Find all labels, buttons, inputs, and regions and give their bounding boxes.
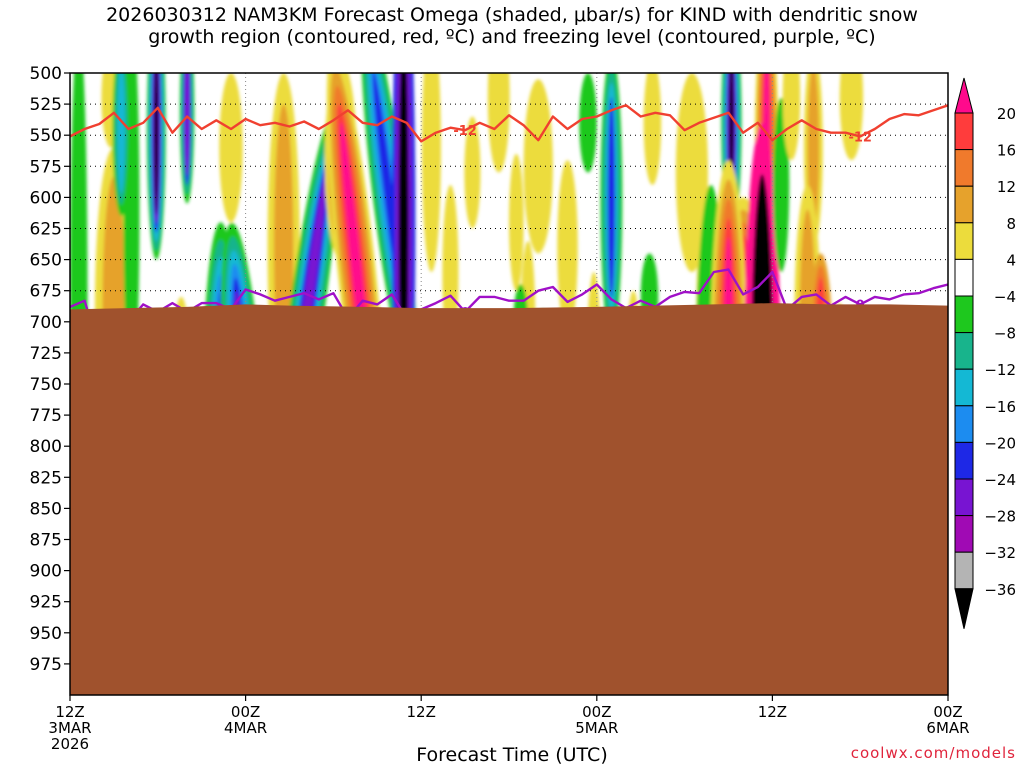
chart-title-line-1: 2026030312 NAM3KM Forecast Omega (shaded… xyxy=(106,4,918,26)
colorbar-swatch-1 xyxy=(954,112,974,151)
x-tick-label-0-2: 2026 xyxy=(51,735,89,753)
x-tick-label-0-0: 12Z xyxy=(55,703,84,721)
dendritic-snow-growth-minus12-label-1: -12 xyxy=(453,124,477,139)
y-tick-label-825: 825 xyxy=(30,468,62,488)
colorbar-label-5: −4 xyxy=(994,288,1016,306)
omega-cell-67 xyxy=(487,73,510,173)
y-tick-label-600: 600 xyxy=(30,188,62,208)
y-tick-label-850: 850 xyxy=(30,499,62,519)
y-tick-label-550: 550 xyxy=(30,126,62,146)
x-tick-label-12-0: 00Z xyxy=(231,703,260,721)
x-tick-label-36-1: 5MAR xyxy=(575,719,618,737)
y-tick-label-675: 675 xyxy=(30,282,62,302)
colorbar-swatch-3 xyxy=(954,185,974,224)
colorbar-label-9: −20 xyxy=(984,434,1016,452)
colorbar-swatch-4 xyxy=(954,222,974,260)
colorbar-label-13: −36 xyxy=(984,581,1016,599)
omega-cell-66 xyxy=(464,116,481,229)
y-tick-label-625: 625 xyxy=(30,220,62,240)
y-tick-label-975: 975 xyxy=(30,655,62,675)
y-tick-label-900: 900 xyxy=(30,562,62,582)
terrain-ground xyxy=(70,303,948,695)
x-tick-label-60-0: 00Z xyxy=(933,703,962,721)
omega-cell-79 xyxy=(579,73,597,173)
x-tick-label-12-1: 4MAR xyxy=(224,719,267,737)
colorbar-swatch-5 xyxy=(954,258,974,297)
y-tick-label-525: 525 xyxy=(30,95,62,115)
omega-cell-14 xyxy=(154,73,159,215)
dendritic-snow-growth-minus12-label-2: -12 xyxy=(848,130,872,145)
colorbar: 20 16 12 8 4 −4 −8 −12 −16 −20 −24 −28 −32 −36 xyxy=(954,77,1016,629)
colorbar-label-10: −24 xyxy=(984,471,1016,489)
x-tick-label-60-1: 6MAR xyxy=(926,719,969,737)
colorbar-swatch-6 xyxy=(954,295,974,334)
x-tick-label-24-0: 12Z xyxy=(407,703,436,721)
x-tick-label-48-0: 12Z xyxy=(758,703,787,721)
colorbar-swatch-9 xyxy=(954,405,974,443)
colorbar-bottom-arrow xyxy=(954,588,974,629)
y-tick-label-875: 875 xyxy=(30,531,62,551)
colorbar-top-arrow xyxy=(954,77,974,114)
colorbar-label-3: 8 xyxy=(1006,215,1016,233)
y-axis: 500 525 550 575 600 625 650 675 700 725 750 775 800 8… xyxy=(30,64,70,675)
y-tick-label-500: 500 xyxy=(30,64,62,84)
colorbar-label-12: −32 xyxy=(984,544,1016,562)
y-tick-label-650: 650 xyxy=(30,251,62,271)
colorbar-swatch-7 xyxy=(954,332,974,370)
colorbar-swatch-13 xyxy=(954,551,974,590)
dendritic-snow-growth-minus12-line xyxy=(70,104,948,143)
omega-cell-112 xyxy=(782,73,801,161)
freezing-level-0-line xyxy=(70,268,948,352)
chart-title: 2026030312 NAM3KM Forecast Omega (shaded… xyxy=(0,4,1024,48)
y-tick-label-750: 750 xyxy=(30,375,62,395)
y-tick-label-775: 775 xyxy=(30,406,62,426)
y-tick-label-925: 925 xyxy=(30,593,62,613)
x-tick-label-0-1: 3MAR xyxy=(48,719,91,737)
y-tick-label-575: 575 xyxy=(30,157,62,177)
omega-cell-22 xyxy=(219,73,243,223)
colorbar-label-8: −16 xyxy=(984,398,1016,416)
colorbar-label-0: 20 xyxy=(997,105,1016,123)
colorbar-label-4: 4 xyxy=(1006,251,1016,269)
colorbar-swatch-10 xyxy=(954,441,974,480)
x-tick-label-36-0: 00Z xyxy=(582,703,611,721)
x-axis-title: Forecast Time (UTC) xyxy=(416,744,608,766)
y-tick-label-800: 800 xyxy=(30,437,62,457)
colorbar-swatch-2 xyxy=(954,149,974,187)
omega-cell-68 xyxy=(508,153,524,291)
omega-cell-64 xyxy=(421,73,441,273)
colorbar-label-2: 12 xyxy=(997,178,1016,196)
omega-cell-8 xyxy=(117,73,125,194)
omega-cell-121 xyxy=(839,73,864,161)
colorbar-swatch-12 xyxy=(954,515,974,553)
omega-cell-84 xyxy=(643,73,662,185)
y-tick-label-700: 700 xyxy=(30,313,62,333)
colorbar-swatch-11 xyxy=(954,478,974,517)
colorbar-label-6: −8 xyxy=(994,325,1016,343)
colorbar-label-7: −12 xyxy=(984,361,1016,379)
x-axis-title-wrap: Forecast Time (UTC) xyxy=(0,744,1024,766)
colorbar-label-11: −28 xyxy=(984,508,1016,526)
colorbar-label-1: 16 xyxy=(997,142,1016,160)
y-tick-label-725: 725 xyxy=(30,344,62,364)
omega-cell-74 xyxy=(557,160,578,335)
colorbar-swatch-8 xyxy=(954,368,974,407)
credit-text: coolwx.com/models xyxy=(850,744,1016,762)
omega-cell-78 xyxy=(607,97,616,298)
y-tick-label-950: 950 xyxy=(30,624,62,644)
omega-cell-73 xyxy=(523,79,553,254)
chart-title-line-2: growth region (contoured, red, ºC) and f… xyxy=(148,26,876,48)
omega-cell-18 xyxy=(184,73,190,176)
